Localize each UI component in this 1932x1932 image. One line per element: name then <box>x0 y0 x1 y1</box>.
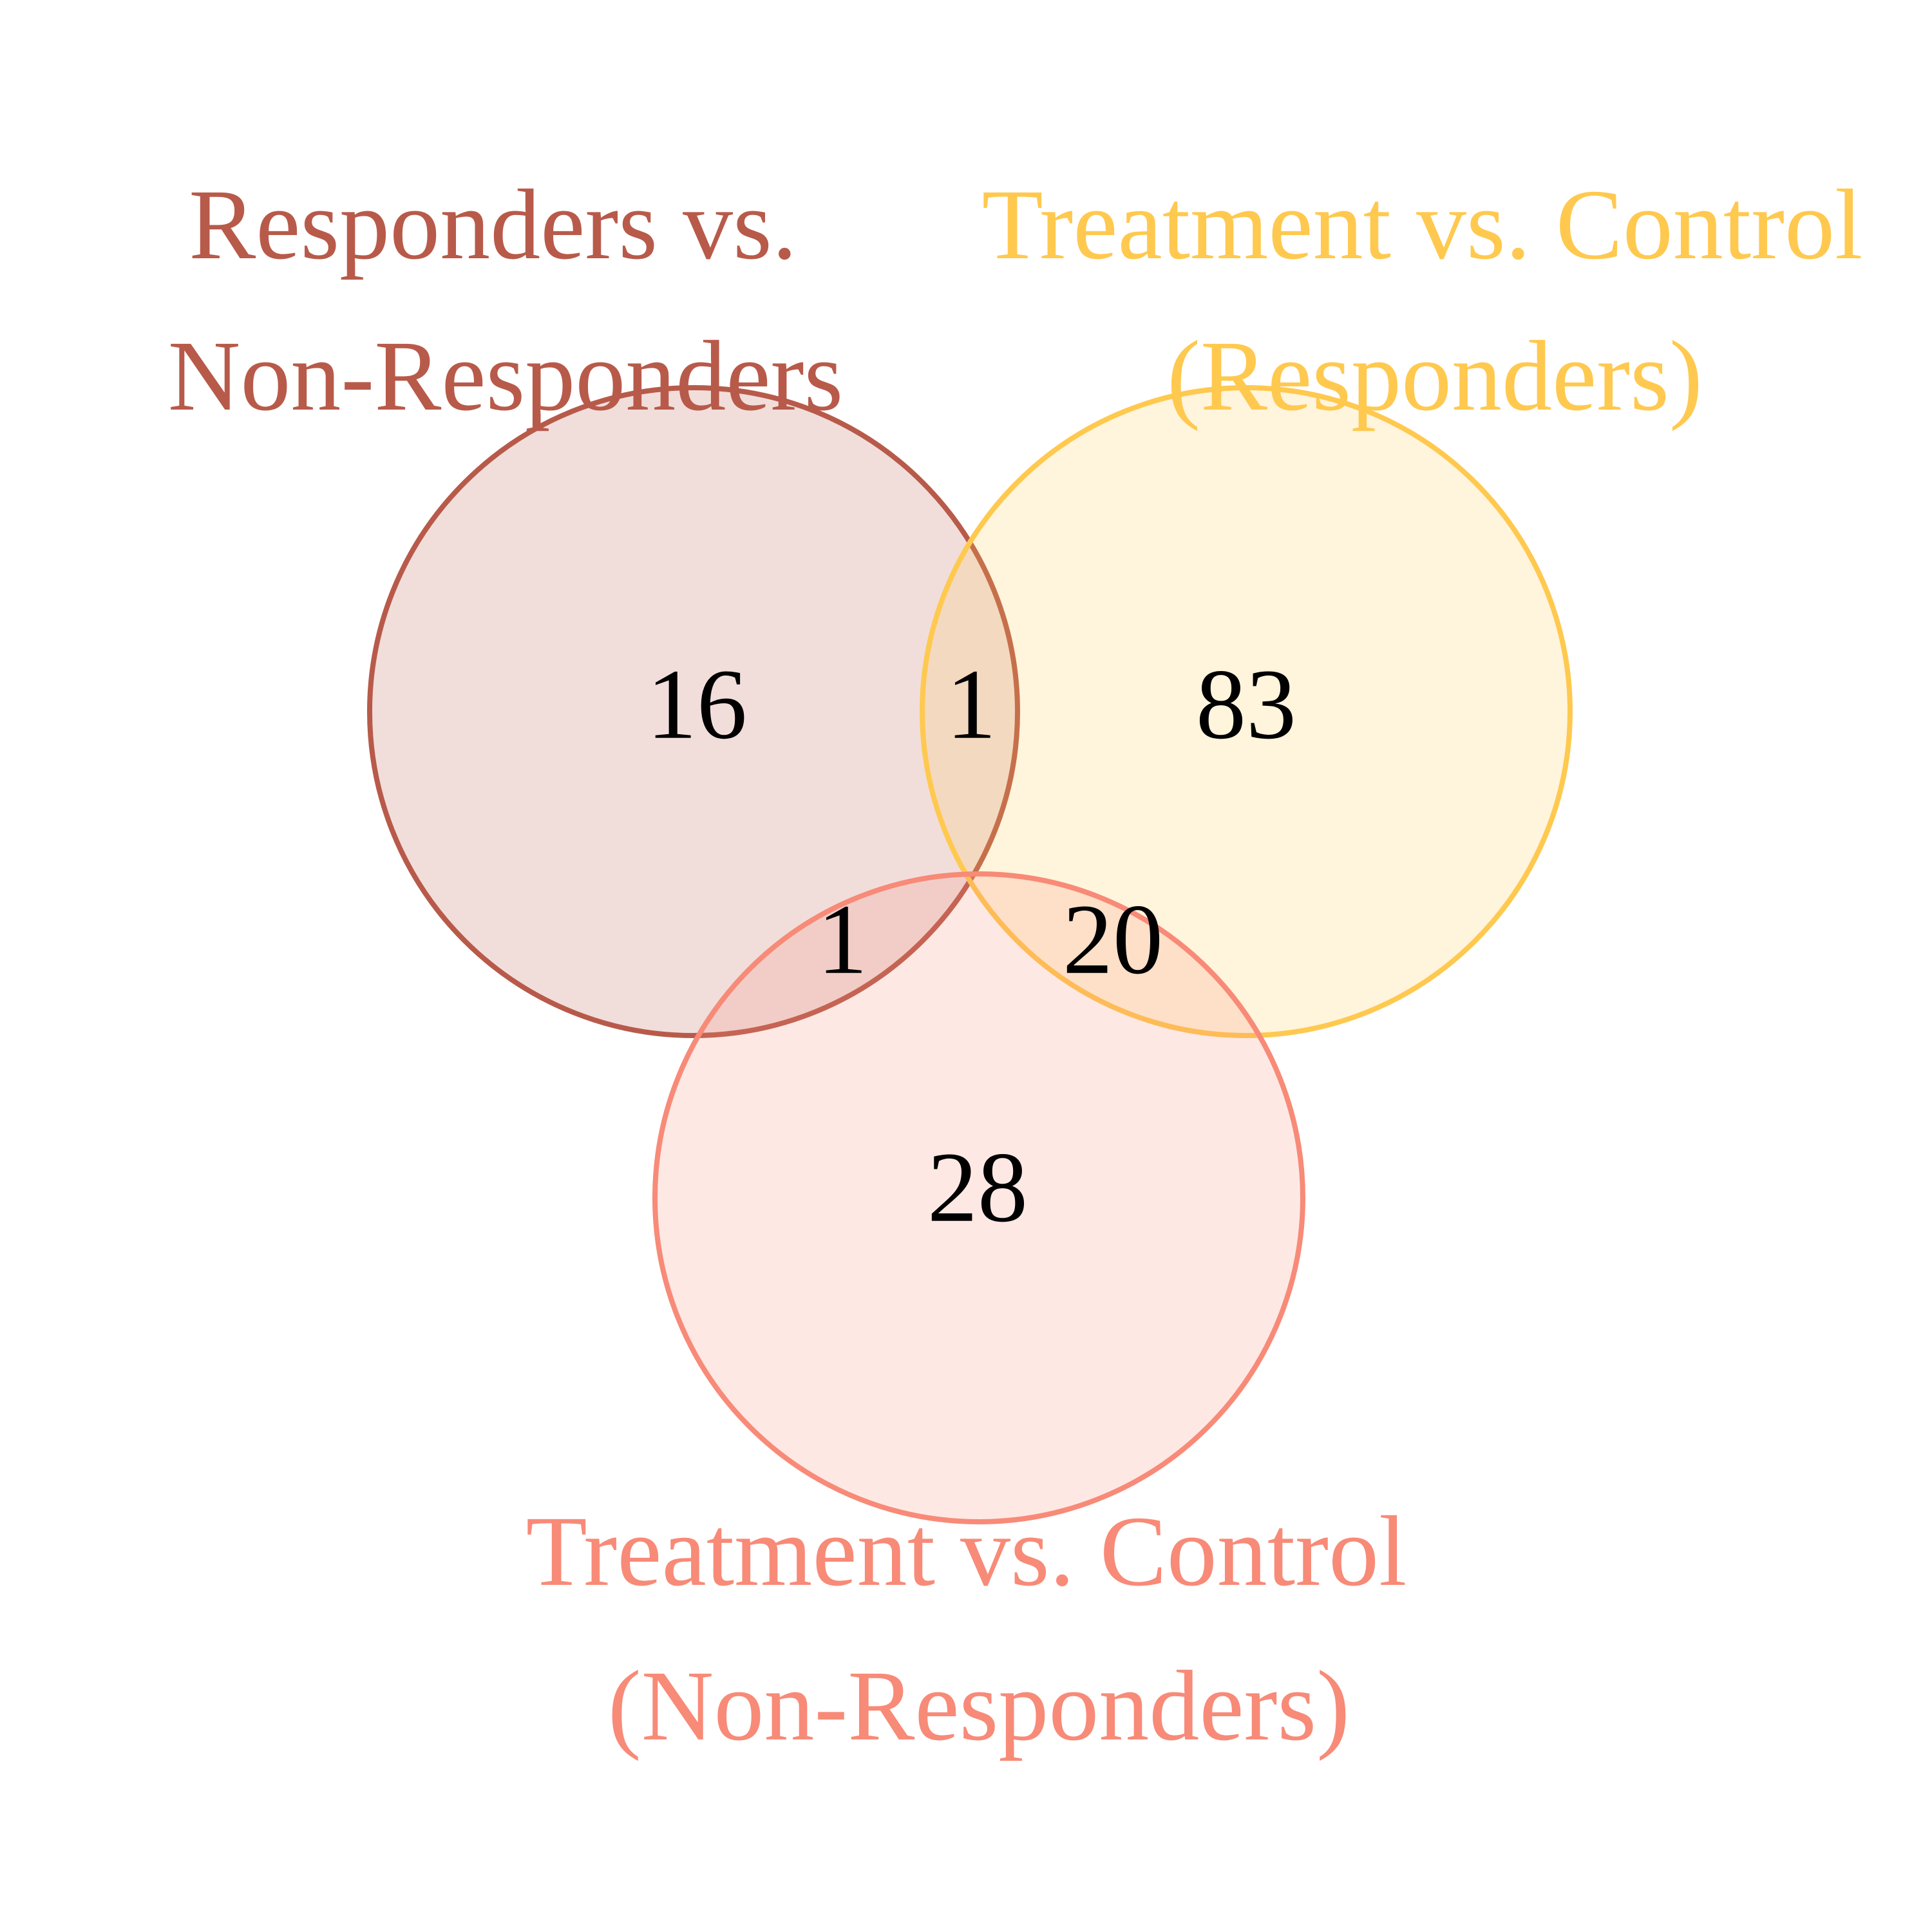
region-count-a-b: 1 <box>946 649 996 760</box>
region-count-a-c: 1 <box>817 884 867 995</box>
set-circle-treatment-vs-control-non-responders <box>652 871 1305 1524</box>
region-count-c-only: 28 <box>927 1132 1028 1243</box>
set-label-line: Treatment vs. Control <box>526 1495 1407 1607</box>
set-label-responders-vs-non-responders: Responders vs. Non-Responders <box>168 169 844 431</box>
set-label-treatment-vs-control-non-responders: Treatment vs. Control (Non-Responders) <box>526 1495 1432 1761</box>
region-count-a-only: 16 <box>647 649 747 760</box>
region-count-b-only: 83 <box>1196 649 1296 760</box>
set-circle-treatment-vs-control-responders <box>920 385 1573 1038</box>
set-label-line: (Responders) <box>1167 320 1703 431</box>
region-count-b-c: 20 <box>1063 884 1163 995</box>
set-label-line: Responders vs. <box>189 169 797 280</box>
set-circle-responders-vs-non-responders <box>367 385 1020 1038</box>
set-label-line: Non-Responders <box>168 320 844 431</box>
set-label-line: (Non-Responders) <box>608 1650 1350 1761</box>
set-label-line: Treatment vs. Control <box>982 169 1863 280</box>
set-label-treatment-vs-control-responders: Treatment vs. Control (Responders) <box>982 169 1888 431</box>
